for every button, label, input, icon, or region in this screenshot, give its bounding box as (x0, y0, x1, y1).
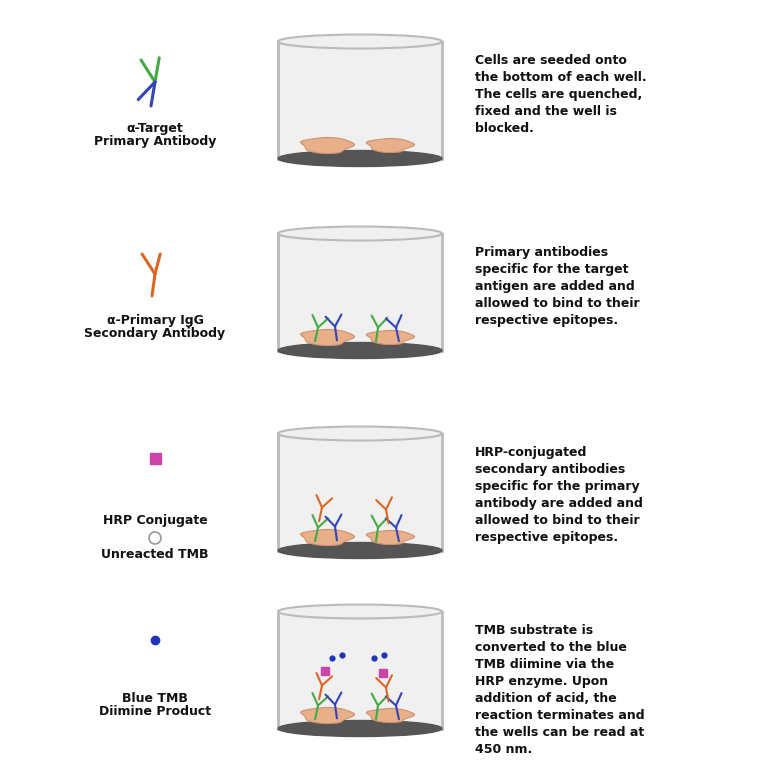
Bar (150, 453, 161, 464)
Text: TMB substrate is
converted to the blue
TMB diimine via the
HRP enzyme. Upon
addi: TMB substrate is converted to the blue T… (475, 624, 645, 756)
Polygon shape (279, 41, 441, 158)
Polygon shape (367, 530, 415, 545)
Polygon shape (367, 138, 415, 153)
Bar (321, 667, 329, 675)
Text: Primary antibodies
specific for the target
antigen are added and
allowed to bind: Primary antibodies specific for the targ… (475, 246, 639, 327)
Ellipse shape (278, 151, 442, 167)
Text: Secondary Antibody: Secondary Antibody (85, 327, 225, 340)
Polygon shape (279, 433, 441, 551)
Text: HRP Conjugate: HRP Conjugate (102, 514, 207, 527)
Ellipse shape (278, 34, 442, 48)
Polygon shape (279, 611, 441, 729)
Polygon shape (301, 138, 354, 154)
Bar (380, 668, 387, 677)
Text: HRP-conjugated
secondary antibodies
specific for the primary
antibody are added : HRP-conjugated secondary antibodies spec… (475, 446, 643, 544)
Ellipse shape (278, 226, 442, 241)
Ellipse shape (278, 604, 442, 619)
Polygon shape (279, 234, 441, 351)
Text: Blue TMB: Blue TMB (122, 692, 188, 705)
Text: Cells are seeded onto
the bottom of each well.
The cells are quenched,
fixed and: Cells are seeded onto the bottom of each… (475, 54, 646, 135)
Text: Diimine Product: Diimine Product (99, 705, 211, 718)
Text: α-Primary IgG: α-Primary IgG (106, 314, 203, 327)
Ellipse shape (278, 342, 442, 358)
Text: Unreacted TMB: Unreacted TMB (102, 548, 209, 561)
Polygon shape (301, 529, 354, 545)
Text: Primary Antibody: Primary Antibody (94, 135, 216, 148)
Polygon shape (367, 708, 415, 723)
Polygon shape (367, 331, 415, 345)
Ellipse shape (278, 542, 442, 558)
Text: α-Target: α-Target (127, 122, 183, 135)
Ellipse shape (278, 426, 442, 441)
Polygon shape (301, 707, 354, 724)
Polygon shape (301, 329, 354, 345)
Ellipse shape (278, 720, 442, 736)
